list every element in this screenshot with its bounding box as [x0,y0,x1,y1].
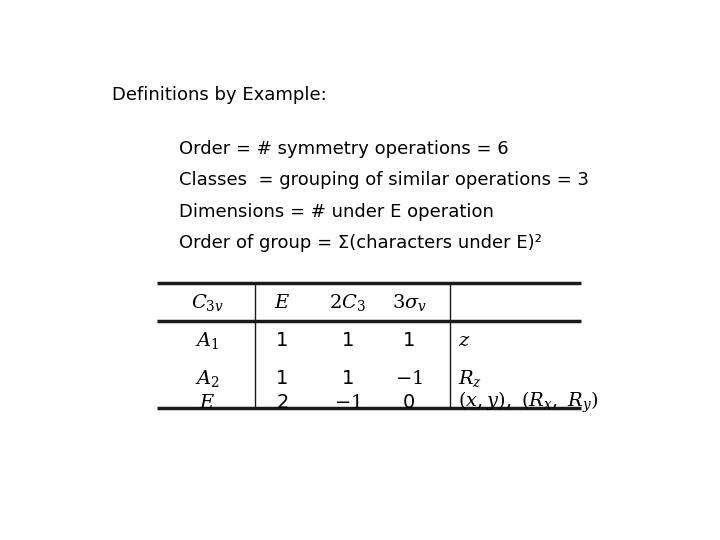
Text: $2C_3$: $2C_3$ [329,292,366,313]
Text: $E$: $E$ [274,293,291,312]
Text: $A_1$: $A_1$ [195,330,220,351]
Text: $A_2$: $A_2$ [195,368,220,389]
Text: 0: 0 [403,393,415,413]
Text: 1: 1 [403,331,415,350]
Text: Order of group = Σ(characters under E)²: Order of group = Σ(characters under E)² [179,234,542,252]
Text: $-1$: $-1$ [334,393,361,413]
Text: 1: 1 [276,331,289,350]
Text: 1: 1 [276,369,289,388]
Text: 2: 2 [276,393,289,413]
Text: Order = # symmetry operations = 6: Order = # symmetry operations = 6 [179,140,509,158]
Text: $(x, y),\ (R_x,\ R_y)$: $(x, y),\ (R_x,\ R_y)$ [459,390,599,415]
Text: $-1$: $-1$ [395,369,423,388]
Text: 1: 1 [341,369,354,388]
Text: $z$: $z$ [459,331,471,350]
Text: $E$: $E$ [199,393,215,413]
Text: 1: 1 [341,331,354,350]
Text: Definitions by Example:: Definitions by Example: [112,85,327,104]
Text: $R_z$: $R_z$ [459,368,482,389]
Text: $C_{3v}$: $C_{3v}$ [191,292,224,313]
Text: Classes  = grouping of similar operations = 3: Classes = grouping of similar operations… [179,171,589,189]
Text: $3\sigma_v$: $3\sigma_v$ [392,292,427,313]
Text: Dimensions = # under E operation: Dimensions = # under E operation [179,203,494,221]
